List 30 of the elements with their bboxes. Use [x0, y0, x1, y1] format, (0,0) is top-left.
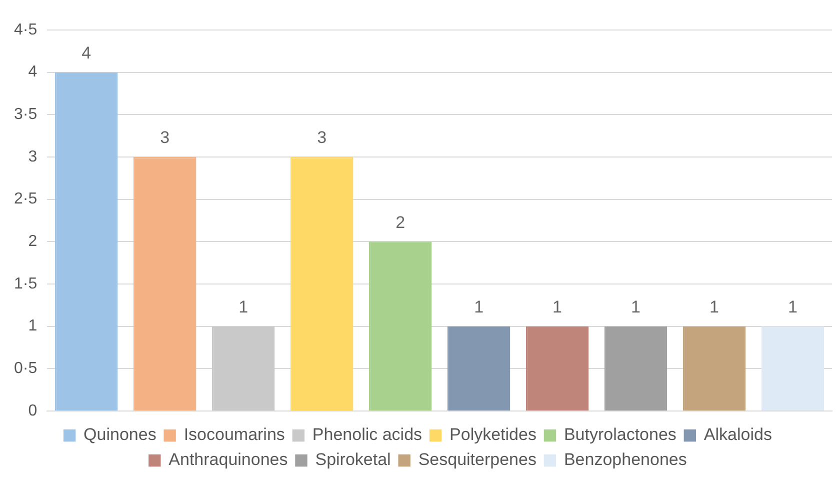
data-label: 3	[160, 128, 170, 148]
y-tick-label: 4	[28, 64, 38, 81]
data-label: 1	[631, 298, 641, 317]
legend-label: Isocoumarins	[184, 425, 285, 444]
y-tick-label: 0	[28, 402, 38, 420]
y-tick-label: 1	[28, 318, 38, 335]
y-tick-label: 2·5	[14, 190, 38, 208]
legend-label: Butyrolactones	[564, 425, 676, 444]
legend-label: Quinones	[84, 425, 156, 444]
legend-label: Phenolic acids	[312, 425, 422, 444]
legend-label: Sesquiterpenes	[418, 450, 536, 470]
y-tick-label: 3·5	[14, 106, 38, 124]
y-tick-label: 2	[28, 233, 38, 250]
y-tick-label: 1·5	[14, 275, 38, 292]
legend-label: Alkaloids	[704, 425, 772, 444]
data-label: 1	[788, 298, 798, 317]
legend-label: Polyketides	[450, 425, 536, 444]
y-tick-label: 3	[28, 148, 38, 166]
data-label: 3	[317, 128, 327, 148]
data-label: 4	[82, 44, 92, 63]
data-label: 1	[474, 298, 484, 317]
data-label: 1	[238, 298, 248, 317]
legend-label: Benzophenones	[564, 450, 687, 470]
legend-label: Anthraquinones	[168, 450, 288, 470]
y-tick-label: 0·5	[14, 360, 38, 378]
legend-label: Spiroketal	[315, 450, 391, 470]
data-label: 2	[396, 212, 406, 232]
data-label: 1	[552, 298, 562, 317]
data-label: 1	[710, 298, 720, 317]
y-tick-label: 4·5	[14, 21, 38, 38]
